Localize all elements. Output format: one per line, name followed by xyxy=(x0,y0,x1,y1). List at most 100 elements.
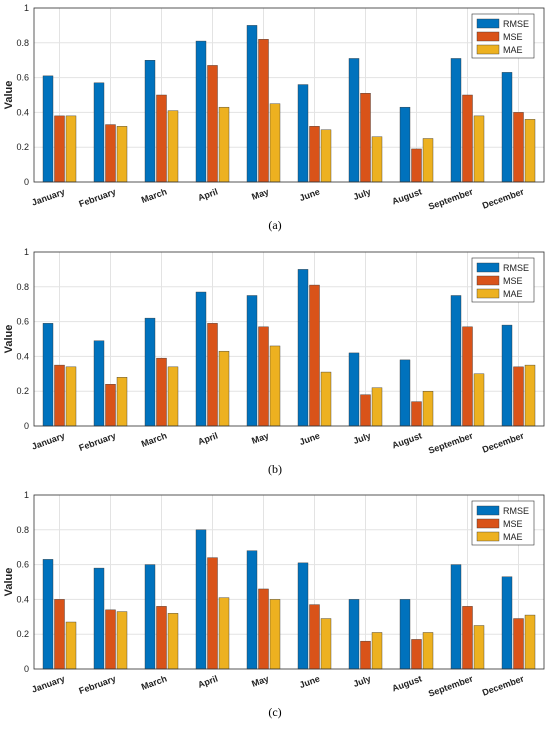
bar-mse-january xyxy=(54,364,65,427)
bar-mse-february xyxy=(105,124,116,183)
x-tick-label: April xyxy=(196,186,219,202)
bar-mse-december xyxy=(513,112,524,183)
x-tick-label: June xyxy=(298,186,321,203)
x-tick-label: August xyxy=(391,186,424,206)
bar-rmse-february xyxy=(93,82,105,183)
bar-mse-july xyxy=(360,640,371,670)
legend-swatch-rmse xyxy=(476,18,500,29)
x-tick-label: March xyxy=(140,673,168,691)
bar-rmse-february xyxy=(93,340,105,427)
x-tick-label: July xyxy=(352,186,372,202)
bar-mae-january xyxy=(65,115,77,183)
bar-mae-december xyxy=(524,614,536,670)
bar-mse-april xyxy=(207,557,218,670)
y-axis-label: Value xyxy=(3,81,15,110)
y-tick-label: 0.6 xyxy=(16,560,29,570)
x-tick-label: September xyxy=(427,430,475,455)
y-tick-label: 0.8 xyxy=(16,282,29,292)
bar-rmse-february xyxy=(93,567,105,670)
axes-box xyxy=(33,7,545,183)
bar-rmse-january xyxy=(42,323,54,427)
bar-mae-august xyxy=(422,632,434,670)
bar-mse-december xyxy=(513,618,524,670)
bar-rmse-july xyxy=(348,599,360,670)
x-tick-label: February xyxy=(78,673,118,696)
chart-a: 0 0.2 0.4 0.6 0.8 1 January February March April M… xyxy=(3,3,545,212)
bar-mae-june xyxy=(320,129,332,183)
bar-mae-january xyxy=(65,621,77,670)
caption-c: (c) xyxy=(268,705,282,719)
bar-mse-july xyxy=(360,93,371,183)
bar-mse-april xyxy=(207,65,218,183)
bar-mae-august xyxy=(422,390,434,427)
bar-mse-january xyxy=(54,115,65,183)
bar-rmse-august xyxy=(399,359,411,427)
bar-mse-june xyxy=(309,284,320,427)
bar-mse-may xyxy=(258,326,269,427)
bar-mse-june xyxy=(309,126,320,183)
legend-swatch-mse xyxy=(476,518,500,529)
x-tick-label: July xyxy=(352,673,372,689)
bar-mae-july xyxy=(371,632,383,670)
legend-swatch-mse xyxy=(476,275,500,286)
y-tick-label: 0.2 xyxy=(16,386,29,396)
bar-mae-april xyxy=(218,597,230,670)
y-tick-label: 1 xyxy=(24,247,29,257)
bar-mse-february xyxy=(105,384,116,427)
bar-rmse-august xyxy=(399,599,411,670)
bar-rmse-january xyxy=(42,75,54,183)
bar-mse-april xyxy=(207,323,218,427)
bar-mae-february xyxy=(116,126,128,183)
legend-swatch-rmse xyxy=(476,505,500,516)
legend-label-mse: MSE xyxy=(503,519,523,529)
y-tick-label: 0.4 xyxy=(16,594,29,604)
legend-label-mae: MAE xyxy=(503,289,523,299)
y-tick-label: 1 xyxy=(24,490,29,500)
x-tick-label: May xyxy=(250,186,270,201)
y-tick-label: 0.6 xyxy=(16,73,29,83)
y-tick-label: 0 xyxy=(24,421,29,431)
bar-mae-september xyxy=(473,373,485,427)
bar-mse-march xyxy=(156,606,167,670)
bar-mae-july xyxy=(371,136,383,183)
bar-rmse-april xyxy=(195,529,207,670)
bar-mse-july xyxy=(360,394,371,427)
y-tick-label: 0 xyxy=(24,664,29,674)
bar-mse-january xyxy=(54,599,65,670)
bar-rmse-august xyxy=(399,106,411,183)
bar-mae-april xyxy=(218,106,230,183)
x-tick-label: April xyxy=(196,673,219,689)
x-tick-label: September xyxy=(427,186,475,211)
bar-mae-may xyxy=(269,599,281,670)
x-tick-label: January xyxy=(30,430,66,451)
x-tick-label: September xyxy=(427,673,475,698)
x-tick-label: July xyxy=(352,430,372,446)
bar-mse-february xyxy=(105,609,116,670)
axes-box xyxy=(33,251,545,427)
bar-rmse-june xyxy=(297,84,309,183)
bar-rmse-march xyxy=(144,317,156,427)
bar-rmse-april xyxy=(195,291,207,427)
legend-swatch-mae xyxy=(476,44,500,55)
x-tick-label: March xyxy=(140,186,168,204)
x-tick-label: February xyxy=(78,186,118,209)
bar-mse-june xyxy=(309,604,320,670)
bar-mse-august xyxy=(411,401,422,427)
bar-mse-september xyxy=(462,94,473,183)
bar-mse-august xyxy=(411,148,422,183)
bar-mae-march xyxy=(167,613,179,670)
bar-rmse-march xyxy=(144,564,156,670)
legend-label-rmse: RMSE xyxy=(503,19,529,29)
bar-rmse-september xyxy=(450,58,462,183)
bar-mse-may xyxy=(258,39,269,183)
bar-mse-august xyxy=(411,639,422,670)
bar-mae-january xyxy=(65,366,77,427)
bar-mae-april xyxy=(218,350,230,427)
y-tick-label: 0.8 xyxy=(16,38,29,48)
bar-mae-september xyxy=(473,625,485,670)
bar-mse-march xyxy=(156,357,167,427)
bar-rmse-december xyxy=(501,324,513,427)
bar-mse-december xyxy=(513,366,524,427)
legend-label-mse: MSE xyxy=(503,276,523,286)
legend-label-mae: MAE xyxy=(503,45,523,55)
